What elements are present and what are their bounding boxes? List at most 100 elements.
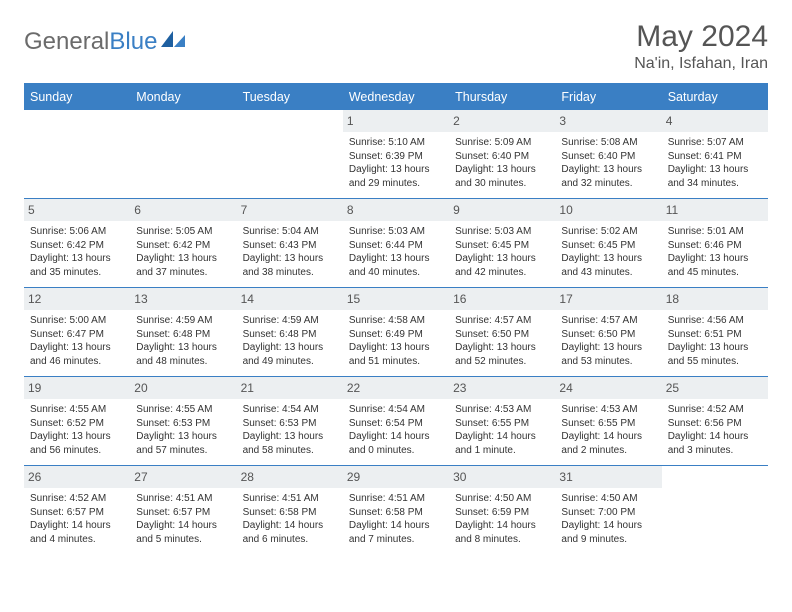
calendar-day-cell: 17Sunrise: 4:57 AMSunset: 6:50 PMDayligh…: [555, 288, 661, 377]
daylight-text: Daylight: 14 hours and 4 minutes.: [30, 519, 124, 546]
sunset-text: Sunset: 6:46 PM: [668, 239, 762, 253]
sunrise-text: Sunrise: 5:06 AM: [30, 225, 124, 239]
calendar-week-row: 26Sunrise: 4:52 AMSunset: 6:57 PMDayligh…: [24, 466, 768, 555]
daylight-text: Daylight: 13 hours and 37 minutes.: [136, 252, 230, 279]
day-number: [662, 466, 768, 488]
calendar-day-cell: 1Sunrise: 5:10 AMSunset: 6:39 PMDaylight…: [343, 110, 449, 199]
daylight-text: Daylight: 14 hours and 3 minutes.: [668, 430, 762, 457]
brand-logo: GeneralBlue: [24, 20, 187, 56]
sunrise-text: Sunrise: 5:07 AM: [668, 136, 762, 150]
sunrise-text: Sunrise: 5:03 AM: [455, 225, 549, 239]
sunset-text: Sunset: 6:50 PM: [561, 328, 655, 342]
day-number: 13: [130, 288, 236, 310]
calendar-day-cell: 15Sunrise: 4:58 AMSunset: 6:49 PMDayligh…: [343, 288, 449, 377]
daylight-text: Daylight: 13 hours and 48 minutes.: [136, 341, 230, 368]
sunrise-text: Sunrise: 4:54 AM: [349, 403, 443, 417]
brand-part2: Blue: [109, 28, 157, 56]
calendar-day-cell: 20Sunrise: 4:55 AMSunset: 6:53 PMDayligh…: [130, 377, 236, 466]
title-block: May 2024 Na'in, Isfahan, Iran: [634, 20, 768, 73]
calendar-day-cell: 29Sunrise: 4:51 AMSunset: 6:58 PMDayligh…: [343, 466, 449, 555]
sunset-text: Sunset: 6:42 PM: [30, 239, 124, 253]
calendar-day-cell: 16Sunrise: 4:57 AMSunset: 6:50 PMDayligh…: [449, 288, 555, 377]
sunset-text: Sunset: 6:47 PM: [30, 328, 124, 342]
calendar-body: 1Sunrise: 5:10 AMSunset: 6:39 PMDaylight…: [24, 110, 768, 555]
daylight-text: Daylight: 13 hours and 53 minutes.: [561, 341, 655, 368]
brand-part1: General: [24, 28, 109, 56]
sunrise-text: Sunrise: 4:51 AM: [243, 492, 337, 506]
month-title: May 2024: [634, 20, 768, 53]
sunset-text: Sunset: 6:42 PM: [136, 239, 230, 253]
daylight-text: Daylight: 13 hours and 52 minutes.: [455, 341, 549, 368]
sunset-text: Sunset: 6:57 PM: [136, 506, 230, 520]
day-number: 21: [237, 377, 343, 399]
calendar-day-cell: 5Sunrise: 5:06 AMSunset: 6:42 PMDaylight…: [24, 199, 130, 288]
sunrise-text: Sunrise: 4:50 AM: [455, 492, 549, 506]
calendar-day-cell: 14Sunrise: 4:59 AMSunset: 6:48 PMDayligh…: [237, 288, 343, 377]
location-text: Na'in, Isfahan, Iran: [634, 55, 768, 73]
calendar-day-cell: 22Sunrise: 4:54 AMSunset: 6:54 PMDayligh…: [343, 377, 449, 466]
sunset-text: Sunset: 6:50 PM: [455, 328, 549, 342]
sunset-text: Sunset: 6:45 PM: [455, 239, 549, 253]
calendar-day-cell: 7Sunrise: 5:04 AMSunset: 6:43 PMDaylight…: [237, 199, 343, 288]
day-header-row: Sunday Monday Tuesday Wednesday Thursday…: [24, 84, 768, 110]
daylight-text: Daylight: 13 hours and 43 minutes.: [561, 252, 655, 279]
calendar-day-cell: 27Sunrise: 4:51 AMSunset: 6:57 PMDayligh…: [130, 466, 236, 555]
day-number: 20: [130, 377, 236, 399]
sunset-text: Sunset: 6:51 PM: [668, 328, 762, 342]
daylight-text: Daylight: 13 hours and 56 minutes.: [30, 430, 124, 457]
sunrise-text: Sunrise: 5:10 AM: [349, 136, 443, 150]
daylight-text: Daylight: 13 hours and 45 minutes.: [668, 252, 762, 279]
daylight-text: Daylight: 13 hours and 51 minutes.: [349, 341, 443, 368]
calendar-week-row: 5Sunrise: 5:06 AMSunset: 6:42 PMDaylight…: [24, 199, 768, 288]
daylight-text: Daylight: 14 hours and 0 minutes.: [349, 430, 443, 457]
sunrise-text: Sunrise: 4:50 AM: [561, 492, 655, 506]
sunrise-text: Sunrise: 4:59 AM: [243, 314, 337, 328]
sunrise-text: Sunrise: 5:01 AM: [668, 225, 762, 239]
calendar-day-cell: 21 Sunrise: 4:54 AMSunset: 6:53 PMDayligh…: [237, 377, 343, 466]
sunset-text: Sunset: 6:53 PM: [243, 417, 337, 431]
sunrise-text: Sunrise: 5:08 AM: [561, 136, 655, 150]
day-number: 2: [449, 110, 555, 132]
day-number: 16: [449, 288, 555, 310]
day-number: [24, 110, 130, 132]
day-number: 12: [24, 288, 130, 310]
daylight-text: Daylight: 14 hours and 6 minutes.: [243, 519, 337, 546]
daylight-text: Daylight: 13 hours and 49 minutes.: [243, 341, 337, 368]
calendar-day-cell: 28Sunrise: 4:51 AMSunset: 6:58 PMDayligh…: [237, 466, 343, 555]
day-number: 8: [343, 199, 449, 221]
sunset-text: Sunset: 6:55 PM: [561, 417, 655, 431]
calendar-day-cell: [24, 110, 130, 199]
calendar-day-cell: 10Sunrise: 5:02 AMSunset: 6:45 PMDayligh…: [555, 199, 661, 288]
sunset-text: Sunset: 6:43 PM: [243, 239, 337, 253]
sail-icon: [161, 28, 187, 56]
calendar-day-cell: 19Sunrise: 4:55 AMSunset: 6:52 PMDayligh…: [24, 377, 130, 466]
sunset-text: Sunset: 6:40 PM: [561, 150, 655, 164]
sunrise-text: Sunrise: 4:56 AM: [668, 314, 762, 328]
sunset-text: Sunset: 6:53 PM: [136, 417, 230, 431]
day-number: 18: [662, 288, 768, 310]
sunrise-text: Sunrise: 4:54 AM: [243, 403, 337, 417]
sunrise-text: Sunrise: 4:53 AM: [561, 403, 655, 417]
calendar-week-row: 1Sunrise: 5:10 AMSunset: 6:39 PMDaylight…: [24, 110, 768, 199]
day-number: 25: [662, 377, 768, 399]
daylight-text: Daylight: 13 hours and 58 minutes.: [243, 430, 337, 457]
daylight-text: Daylight: 13 hours and 32 minutes.: [561, 163, 655, 190]
sunrise-text: Sunrise: 5:03 AM: [349, 225, 443, 239]
daylight-text: Daylight: 14 hours and 1 minute.: [455, 430, 549, 457]
sunset-text: Sunset: 6:54 PM: [349, 417, 443, 431]
day-number: 4: [662, 110, 768, 132]
daylight-text: Daylight: 13 hours and 38 minutes.: [243, 252, 337, 279]
daylight-text: Daylight: 14 hours and 2 minutes.: [561, 430, 655, 457]
sunrise-text: Sunrise: 4:52 AM: [668, 403, 762, 417]
daylight-text: Daylight: 14 hours and 7 minutes.: [349, 519, 443, 546]
daylight-text: Daylight: 14 hours and 5 minutes.: [136, 519, 230, 546]
sunset-text: Sunset: 6:58 PM: [349, 506, 443, 520]
daylight-text: Daylight: 13 hours and 46 minutes.: [30, 341, 124, 368]
daylight-text: Daylight: 13 hours and 57 minutes.: [136, 430, 230, 457]
sunset-text: Sunset: 6:41 PM: [668, 150, 762, 164]
calendar-day-cell: 3Sunrise: 5:08 AMSunset: 6:40 PMDaylight…: [555, 110, 661, 199]
daylight-text: Daylight: 13 hours and 30 minutes.: [455, 163, 549, 190]
sunrise-text: Sunrise: 4:58 AM: [349, 314, 443, 328]
daylight-text: Daylight: 13 hours and 29 minutes.: [349, 163, 443, 190]
day-number: 6: [130, 199, 236, 221]
